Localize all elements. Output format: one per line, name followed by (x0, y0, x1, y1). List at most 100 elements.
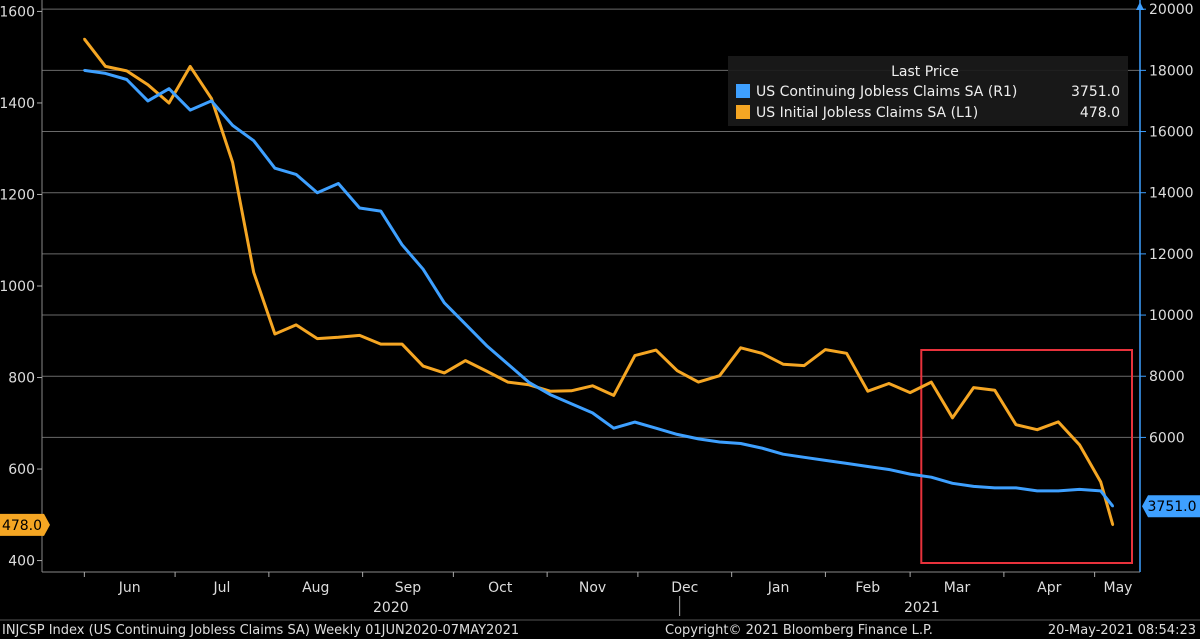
right-value-tag-label: 3751.0 (1148, 499, 1197, 515)
left-tick-label: 1600 (0, 4, 35, 20)
right-tick-label: 12000 (1149, 247, 1194, 263)
data-point (803, 456, 806, 459)
footer: INJCSP Index (US Continuing Jobless Clai… (0, 619, 1200, 638)
data-point (781, 453, 785, 456)
right-tick-label: 8000 (1149, 369, 1185, 385)
data-point (316, 191, 319, 194)
data-point (591, 384, 594, 387)
legend-label: US Initial Jobless Claims SA (L1) (756, 105, 978, 121)
data-point (400, 243, 404, 246)
data-point (189, 65, 192, 68)
left-tick-label: 400 (8, 554, 35, 570)
legend-label: US Continuing Jobless Claims SA (R1) (756, 84, 1017, 100)
data-point (485, 369, 488, 373)
data-point (633, 420, 637, 424)
data-point (845, 462, 848, 465)
data-point (548, 393, 552, 396)
data-point (993, 389, 997, 392)
data-point (591, 411, 594, 415)
data-point (1057, 489, 1060, 493)
left-tick-label: 1200 (0, 187, 35, 203)
legend-title: Last Price (891, 64, 959, 80)
data-point (760, 446, 764, 450)
data-point (1078, 488, 1081, 491)
data-point (718, 374, 721, 377)
data-point (1057, 420, 1060, 424)
left-tick-label: 1000 (0, 279, 35, 295)
data-point (1035, 428, 1039, 431)
right-tick-label: 10000 (1149, 308, 1194, 324)
data-point (527, 381, 531, 384)
left-axis-ticks: 1600 1400 1200 1000 800 600 400 (0, 0, 43, 572)
left-value-tag (0, 513, 50, 536)
data-point (760, 352, 764, 355)
x-tick-label: Jun (118, 580, 141, 596)
legend-swatch (736, 105, 750, 119)
left-value-tag-label: 478.0 (2, 518, 42, 534)
data-point (379, 342, 382, 346)
data-point (104, 65, 107, 68)
data-point (273, 167, 277, 170)
data-point (125, 78, 128, 81)
data-point (104, 72, 107, 75)
data-point (294, 173, 298, 176)
x-tick-label: Jul (213, 580, 231, 596)
right-value-tag (1142, 495, 1200, 518)
x-tick-label: Jan (767, 580, 790, 596)
data-point (612, 427, 615, 430)
data-point (824, 459, 827, 462)
data-point (951, 482, 954, 485)
data-point (316, 337, 319, 340)
x-tick-label: Aug (302, 580, 329, 596)
right-axis-arrow (1136, 2, 1144, 10)
data-point (167, 87, 171, 90)
data-point (654, 348, 658, 352)
x-tick-label: Dec (671, 580, 698, 596)
data-point (337, 336, 340, 339)
data-point (676, 369, 679, 372)
right-tick-label: 18000 (1149, 63, 1194, 79)
highlight-box (920, 349, 1133, 564)
legend-value: 478.0 (1080, 105, 1120, 121)
data-point (358, 334, 361, 337)
data-point (570, 389, 573, 392)
x-tick-label: Nov (579, 580, 606, 596)
data-point (697, 380, 700, 384)
data-point (231, 124, 234, 127)
data-point (824, 348, 827, 351)
data-point (1099, 480, 1102, 484)
data-point (83, 37, 86, 41)
data-point (781, 363, 785, 366)
x-tick-label: Mar (944, 580, 971, 596)
data-point (654, 427, 658, 430)
data-point (231, 161, 234, 164)
year-label: 2021 (904, 600, 940, 616)
legend-background (728, 56, 1128, 126)
x-tick-label: May (1104, 580, 1133, 596)
data-point (1099, 489, 1102, 493)
footer-left: INJCSP Index (US Continuing Jobless Clai… (2, 623, 519, 638)
data-point (379, 209, 382, 213)
highlight-rect (920, 349, 1133, 564)
data-point (464, 323, 467, 326)
footer-right: 20-May-2021 08:54:23 (1048, 623, 1196, 638)
left-tick-label: 1400 (0, 96, 35, 112)
data-point (443, 301, 446, 305)
data-point (337, 182, 340, 185)
data-point (167, 101, 171, 105)
data-point (972, 386, 975, 389)
data-point (1014, 423, 1018, 426)
data-point (464, 359, 467, 362)
data-point (739, 442, 742, 445)
data-point (421, 364, 425, 368)
data-point (210, 97, 213, 100)
data-point (972, 485, 975, 488)
data-point (273, 332, 277, 336)
data-point (697, 437, 700, 441)
footer-center: Copyright© 2021 Bloomberg Finance L.P. (665, 623, 933, 638)
data-point (210, 99, 213, 103)
data-point (570, 402, 573, 405)
data-point (930, 380, 933, 384)
data-point (908, 391, 912, 394)
